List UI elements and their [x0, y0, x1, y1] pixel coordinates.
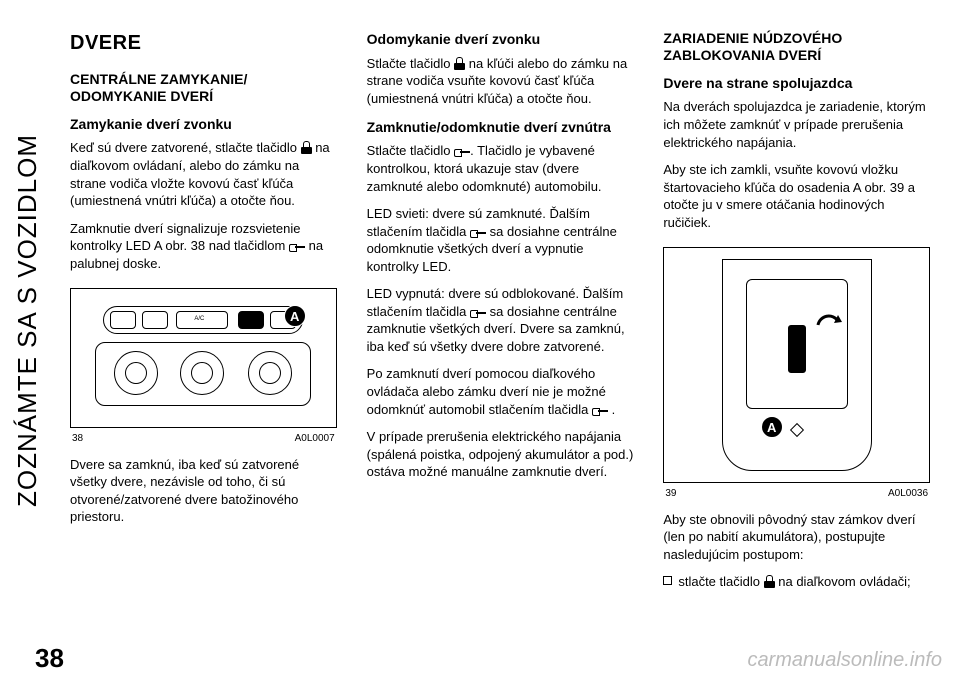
para: LED svieti: dvere sú zamknuté. Ďalším st… [367, 205, 634, 275]
para: Zamknutie dverí signalizuje rozsvietenie… [70, 220, 337, 273]
bullet-item: stlačte tlačidlo na diaľkovom ovládači; [663, 573, 930, 591]
heading-lock-inside: Zamknutie/odomknutie dverí zvnútra [367, 118, 634, 137]
page-number: 38 [35, 643, 64, 674]
section-side-label: ZOZNÁMTE SA S VOZIDLOM [8, 40, 48, 600]
text: Po zamknutí dverí pomocou diaľkového ovl… [367, 366, 606, 416]
para: Dvere sa zamknú, iba keď sú zatvorené vš… [70, 456, 337, 526]
callout-A: A [284, 305, 306, 327]
watermark: carmanualsonline.info [747, 649, 942, 672]
para: Po zamknutí dverí pomocou diaľkového ovl… [367, 365, 634, 418]
text: Keď sú dvere zatvorené, stlačte tlačidlo [70, 140, 297, 155]
ac-label: A/C [194, 315, 204, 323]
text: na diaľkovom ovládači; [778, 574, 910, 589]
key-icon [454, 148, 470, 156]
page-content: DVERE CENTRÁLNE ZAMYKANIE/ ODOMYKANIE DV… [70, 30, 930, 636]
text: Stlačte tlačidlo [367, 56, 451, 71]
text: Zamknutie dverí signalizuje rozsvietenie… [70, 221, 301, 254]
fig-code: A0L0007 [295, 432, 335, 446]
column-2: Odomykanie dverí zvonku Stlačte tlačidlo… [367, 30, 634, 636]
column-1: DVERE CENTRÁLNE ZAMYKANIE/ ODOMYKANIE DV… [70, 30, 337, 636]
rotate-arrow-icon [814, 311, 844, 331]
lock-icon [301, 141, 312, 154]
figure-38-caption: 38 A0L0007 [70, 432, 337, 446]
heading-unlock-outside: Odomykanie dverí zvonku [367, 30, 634, 49]
heading-emergency-device: ZARIADENIE NÚDZOVÉHO ZABLOKOVANIA DVERÍ [663, 30, 930, 64]
text: . [612, 402, 616, 417]
key-icon [289, 243, 305, 251]
figure-38: A/C A [70, 288, 337, 428]
heading-central-lock: CENTRÁLNE ZAMYKANIE/ ODOMYKANIE DVERÍ [70, 71, 337, 105]
figure-39-inner [664, 248, 929, 482]
para: Stlačte tlačidlo . Tlačidlo je vybavené … [367, 142, 634, 195]
fig-num: 39 [665, 487, 676, 501]
key-icon [592, 407, 608, 415]
heading-lock-outside: Zamykanie dverí zvonku [70, 115, 337, 134]
fig-num: 38 [72, 432, 83, 446]
para: Aby ste obnovili pôvodný stav zámkov dve… [663, 511, 930, 564]
lock-icon [454, 57, 465, 70]
key-icon [470, 229, 486, 237]
lock-icon [764, 575, 775, 588]
para: V prípade prerušenia elektrického napája… [367, 428, 634, 481]
para: Keď sú dvere zatvorené, stlačte tlačidlo… [70, 139, 337, 209]
fig-code: A0L0036 [888, 487, 928, 501]
para: Na dverách spolujazdca je zariadenie, kt… [663, 98, 930, 151]
text: stlačte tlačidlo [678, 574, 760, 589]
figure-39-caption: 39 A0L0036 [663, 487, 930, 501]
side-label-text: ZOZNÁMTE SA S VOZIDLOM [13, 133, 44, 506]
key-icon [470, 309, 486, 317]
heading-passenger-door: Dvere na strane spolujazdca [663, 74, 930, 93]
figure-39: A [663, 247, 930, 483]
door-sketch [702, 255, 892, 475]
para: Stlačte tlačidlo na kľúči alebo do zámku… [367, 55, 634, 108]
heading-dvere: DVERE [70, 30, 337, 57]
text: Stlačte tlačidlo [367, 143, 451, 158]
para: Aby ste ich zamkli, vsuňte kovovú vložku… [663, 161, 930, 231]
column-3: ZARIADENIE NÚDZOVÉHO ZABLOKOVANIA DVERÍ … [663, 30, 930, 636]
bullet-text: stlačte tlačidlo na diaľkovom ovládači; [678, 573, 910, 591]
bullet-square-icon [663, 576, 672, 585]
para: LED vypnutá: dvere sú odblokované. Ďalší… [367, 285, 634, 355]
callout-A: A [761, 416, 783, 438]
